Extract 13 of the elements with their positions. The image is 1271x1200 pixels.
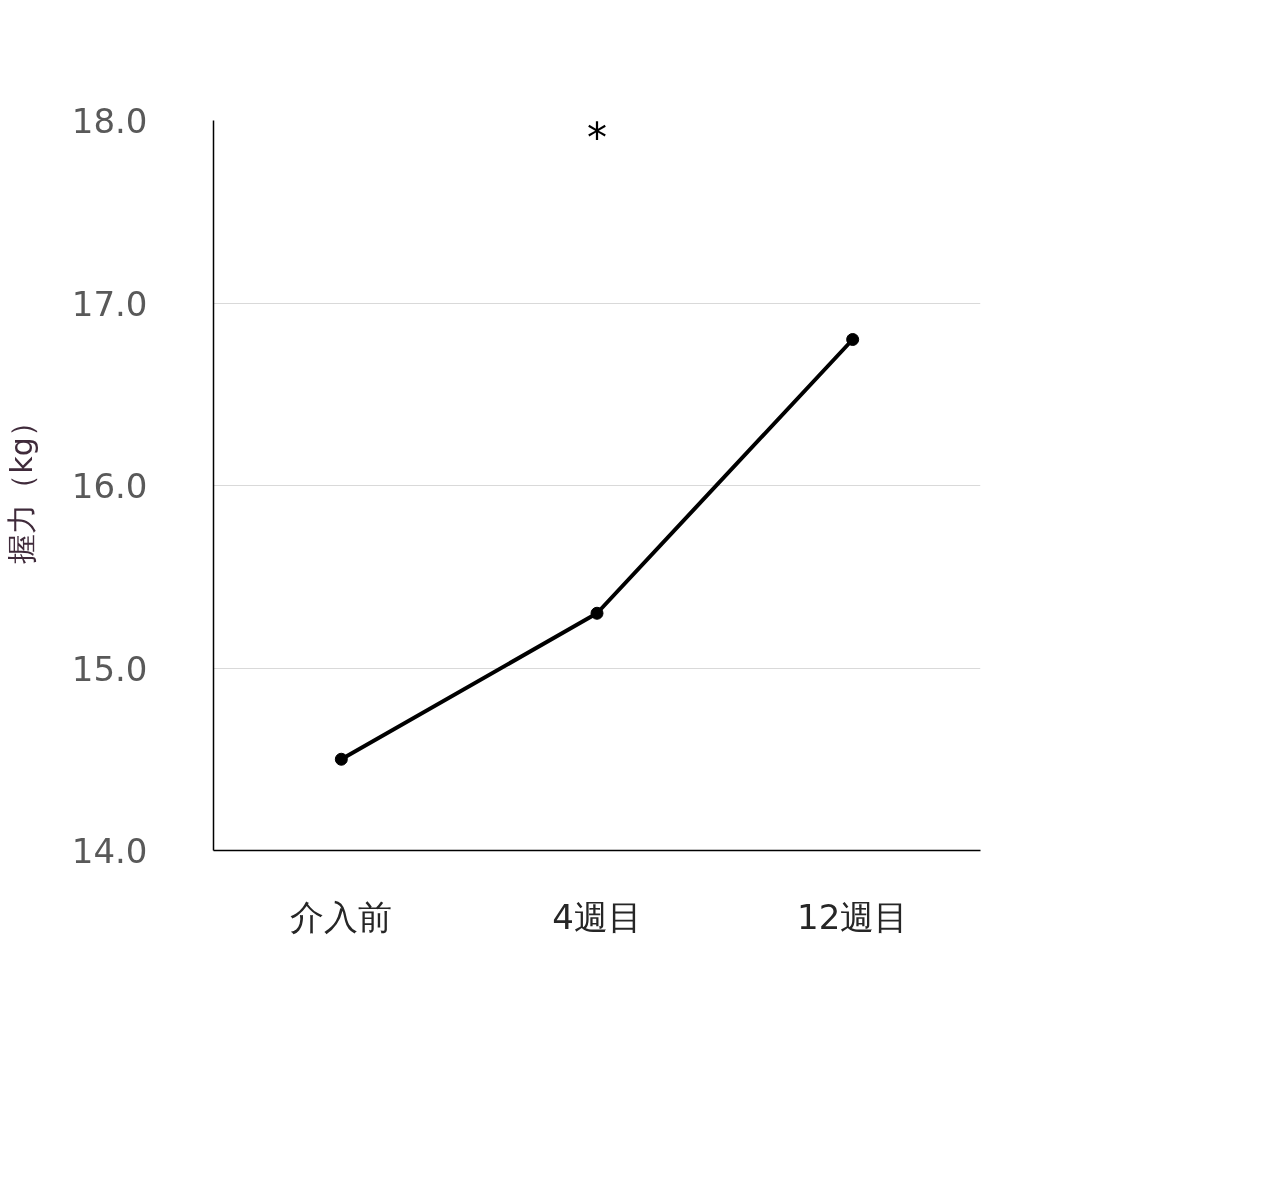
y-tick-label: 14.0 <box>71 831 148 871</box>
annotation: * <box>587 114 607 161</box>
x-tick-label: 4週目 <box>552 896 642 937</box>
point <box>590 606 604 620</box>
y-tick-label: 17.0 <box>71 283 148 324</box>
x-tick-label: 介入前 <box>290 896 393 937</box>
y-tick-label: 16.0 <box>71 466 148 506</box>
y-tick-label: 18.0 <box>71 101 148 141</box>
x-tick-label: 12週目 <box>797 896 909 937</box>
point <box>334 752 348 766</box>
y-tick-label: 15.0 <box>71 648 148 689</box>
point <box>846 333 860 346</box>
y-axis-title: 握力（kg） <box>3 407 39 564</box>
